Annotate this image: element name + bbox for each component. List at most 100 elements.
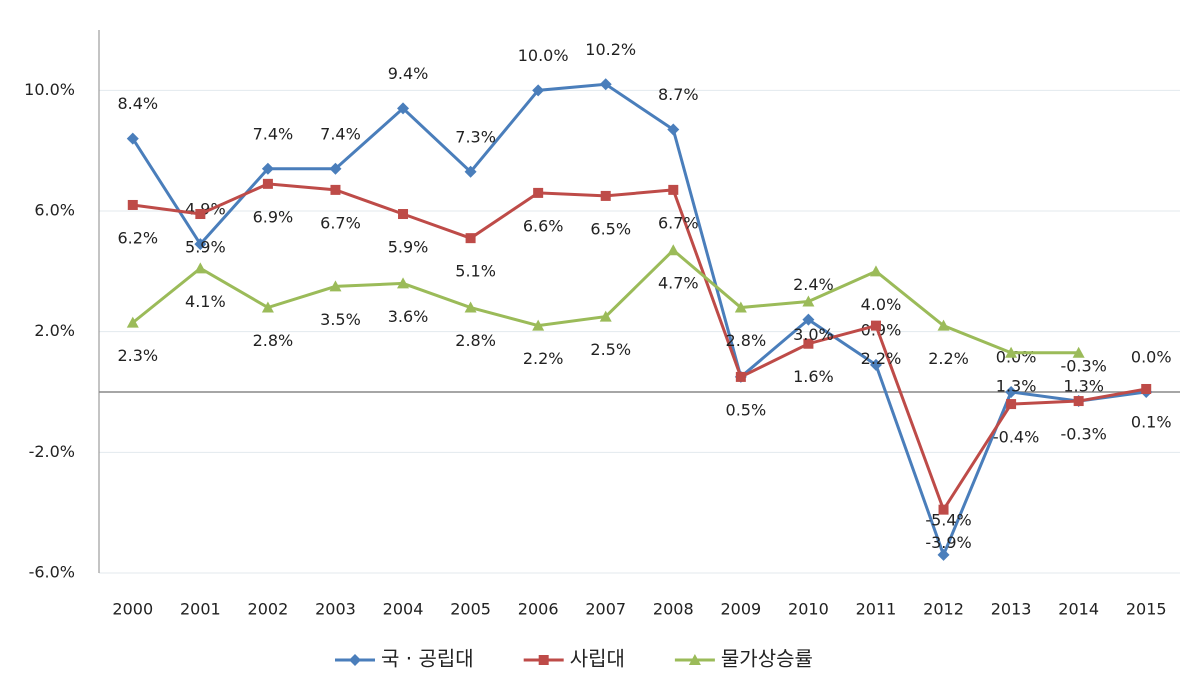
data-point [532, 84, 545, 97]
data-point [262, 178, 273, 189]
y-tick-label: 10.0% [24, 80, 75, 99]
data-label: 2.8% [726, 331, 767, 350]
data-label: 7.3% [455, 127, 496, 146]
data-point [599, 78, 612, 91]
data-label: 4.1% [185, 292, 226, 311]
data-point [1005, 346, 1018, 358]
data-point [802, 295, 815, 307]
data-label: 6.7% [320, 213, 361, 232]
legend-marker [538, 655, 549, 665]
data-point [1006, 399, 1017, 410]
data-label: 0.1% [1131, 412, 1172, 431]
data-point [261, 301, 274, 313]
data-point [329, 162, 342, 175]
data-point [126, 316, 139, 328]
x-tick-label: 2004 [383, 600, 424, 619]
data-label: 1.6% [793, 367, 834, 386]
data-point [195, 209, 206, 220]
data-point [194, 262, 207, 274]
data-point [599, 310, 612, 322]
data-label: 2.8% [455, 331, 496, 350]
data-label: -3.9% [925, 533, 971, 552]
data-point [330, 184, 341, 195]
data-point [532, 319, 545, 331]
data-label: 6.7% [658, 213, 699, 232]
data-label: 1.3% [1063, 376, 1104, 395]
x-tick-label: 2007 [585, 600, 626, 619]
data-label: 4.0% [861, 295, 902, 314]
data-label: -0.3% [1060, 425, 1106, 444]
legend-marker [349, 654, 361, 666]
data-point [1141, 383, 1152, 394]
data-point [600, 190, 611, 201]
data-point [735, 371, 746, 382]
x-tick-label: 2002 [248, 600, 289, 619]
data-point [802, 313, 815, 326]
data-label: 3.6% [388, 307, 429, 326]
data-label: 6.9% [253, 207, 294, 226]
legend-label: 국 · 공립대 [381, 647, 474, 671]
data-label: 2.5% [590, 340, 631, 359]
data-label: 5.9% [185, 238, 226, 257]
x-tick-label: 2001 [180, 600, 221, 619]
data-label: 2.2% [523, 349, 564, 368]
legend-label: 물가상승률 [721, 647, 813, 671]
series-line [132, 182, 1147, 514]
data-label: 2.4% [793, 275, 834, 294]
data-point [803, 338, 814, 349]
series-line [131, 82, 1147, 560]
x-tick-label: 2006 [518, 600, 559, 619]
data-point [869, 358, 882, 371]
data-label: 9.4% [388, 64, 429, 83]
data-point [194, 238, 207, 251]
x-tick-label: 2008 [653, 600, 694, 619]
y-tick-label: 2.0% [34, 321, 75, 340]
data-label: 10.2% [585, 40, 636, 59]
data-label: 5.1% [455, 262, 496, 281]
x-tick-label: 2000 [112, 600, 153, 619]
x-tick-label: 2011 [856, 600, 897, 619]
x-tick-label: 2014 [1058, 600, 1099, 619]
data-label: 6.5% [590, 219, 631, 238]
data-label: 4.7% [658, 274, 699, 293]
data-label: -5.4% [925, 510, 971, 529]
data-label: 2.3% [117, 346, 158, 365]
y-tick-label: -2.0% [29, 442, 75, 461]
x-tick-label: 2013 [991, 600, 1032, 619]
data-point [1073, 396, 1084, 407]
data-point [398, 209, 409, 220]
data-label: 8.4% [117, 94, 158, 113]
data-point [667, 123, 680, 136]
data-point [667, 244, 680, 256]
x-tick-label: 2010 [788, 600, 829, 619]
data-point [397, 102, 410, 115]
data-label: 8.7% [658, 85, 699, 104]
data-point [1072, 346, 1085, 358]
data-label: 0.0% [1131, 348, 1172, 367]
data-label: -0.4% [993, 428, 1039, 447]
data-label: 7.4% [253, 124, 294, 143]
data-label: 2.2% [928, 349, 969, 368]
data-point [329, 280, 342, 292]
data-point [734, 301, 747, 313]
data-label: 6.2% [117, 228, 158, 247]
data-point [1005, 386, 1018, 398]
data-label: 3.5% [320, 310, 361, 329]
data-point [533, 187, 544, 198]
data-label: -0.3% [1060, 357, 1106, 376]
data-label: 5.9% [388, 238, 429, 257]
data-point [937, 548, 950, 561]
legend-marker [688, 654, 701, 665]
data-point [465, 233, 476, 244]
data-label: 3.0% [793, 325, 834, 344]
data-label: 10.0% [518, 46, 569, 65]
y-tick-label: -6.0% [29, 563, 75, 582]
data-point [464, 301, 477, 313]
x-tick-label: 2003 [315, 600, 356, 619]
data-label: 6.6% [523, 216, 564, 235]
x-tick-label: 2005 [450, 600, 491, 619]
data-point [668, 184, 679, 195]
data-point [261, 162, 274, 175]
data-point [937, 319, 950, 331]
data-label: 7.4% [320, 124, 361, 143]
